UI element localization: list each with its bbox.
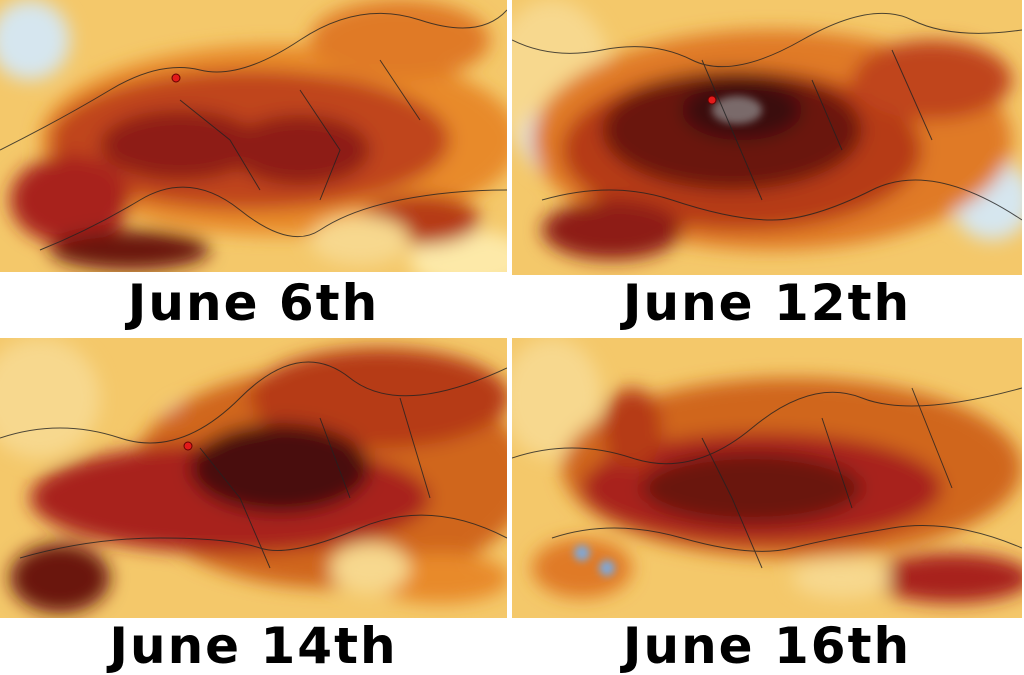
marker (707, 95, 717, 105)
caption: June 6th (127, 274, 380, 332)
map-panel (512, 0, 1022, 275)
map-panel (0, 338, 507, 618)
caption: June 12th (622, 274, 912, 332)
map-panel (0, 0, 507, 272)
marker (183, 441, 193, 451)
map-panel (512, 338, 1022, 618)
caption: June 14th (109, 617, 398, 675)
marker (171, 73, 181, 83)
caption: June 16th (622, 617, 912, 675)
